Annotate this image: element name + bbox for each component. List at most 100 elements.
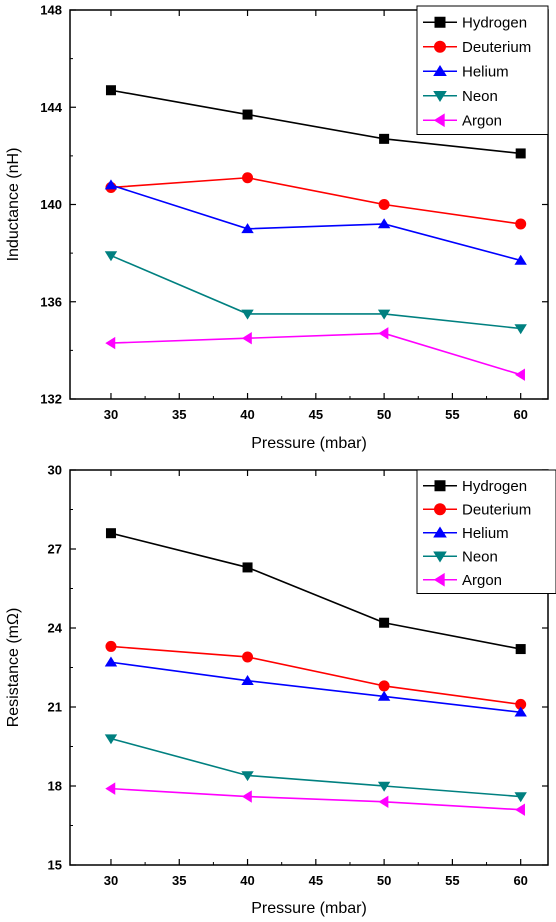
data-point <box>241 332 252 345</box>
y-tick-label: 18 <box>48 779 62 794</box>
series-line <box>110 332 521 376</box>
data-point <box>241 309 254 320</box>
series-helium <box>104 179 527 265</box>
data-point <box>515 644 526 655</box>
y-axis-title: Inductance (nH) <box>5 148 22 262</box>
legend-marker <box>433 526 447 538</box>
legend-marker <box>434 16 446 28</box>
data-point <box>241 771 254 782</box>
series-hydrogen <box>105 528 526 655</box>
series-line <box>110 89 521 155</box>
data-point <box>515 698 527 710</box>
x-tick-label: 45 <box>309 873 323 888</box>
data-point <box>104 656 118 667</box>
series-argon <box>105 327 525 381</box>
data-point <box>378 199 390 210</box>
inductance-chart: 30 35 40 45 50 55 60 132 136 140 144 148 Pressure (m… <box>5 3 549 452</box>
legend-marker <box>434 503 446 516</box>
series-line <box>110 176 521 225</box>
series-line <box>110 645 521 706</box>
y-tick-label: 15 <box>48 858 62 873</box>
x-tick-label: 55 <box>445 407 459 422</box>
y-tick-label: 30 <box>48 463 62 478</box>
data-point <box>379 133 390 144</box>
y-tick-label: 136 <box>40 294 62 309</box>
data-point <box>514 803 525 816</box>
series-line <box>110 184 521 262</box>
x-tick-label: 30 <box>104 873 118 888</box>
y-tick-label: 144 <box>40 100 62 115</box>
legend-label: Helium <box>462 525 509 542</box>
resistance-chart: 30 35 40 45 50 55 60 15 18 21 24 27 30 Pressure (mbar… <box>5 463 556 917</box>
data-point <box>515 148 526 159</box>
series-neon <box>104 251 527 335</box>
data-point <box>377 690 391 701</box>
legend: Hydrogen Deuterium Helium Neon Argon <box>416 469 556 594</box>
data-point <box>378 327 389 340</box>
series-argon <box>105 782 525 816</box>
x-tick-label: 55 <box>445 873 459 888</box>
x-tick-label: 40 <box>240 407 254 422</box>
y-tick-label: 21 <box>48 700 62 715</box>
data-point <box>242 172 254 184</box>
data-point <box>242 109 253 120</box>
data-point <box>241 223 254 234</box>
x-tick-label: 60 <box>513 873 527 888</box>
series-line <box>110 737 521 798</box>
series-hydrogen <box>105 85 526 159</box>
legend-label: Argon <box>462 572 502 589</box>
legend-label: Neon <box>462 88 498 105</box>
x-tick-label: 40 <box>240 873 254 888</box>
data-point <box>105 336 116 350</box>
series-line <box>110 787 521 811</box>
legend-marker <box>434 40 446 53</box>
data-point <box>377 309 391 320</box>
data-point <box>104 734 118 745</box>
data-point <box>242 562 253 573</box>
data-point <box>514 254 527 265</box>
legend: Hydrogen Deuterium Helium Neon Argon <box>416 5 549 135</box>
data-point <box>105 640 117 652</box>
data-point <box>379 617 390 628</box>
series-deuterium <box>105 172 527 230</box>
data-point <box>515 218 527 230</box>
x-tick-label: 45 <box>309 407 323 422</box>
data-point <box>242 651 254 663</box>
x-tick-label: 35 <box>172 873 186 888</box>
legend-marker <box>433 113 445 128</box>
data-point <box>105 85 116 96</box>
y-tick-label: 140 <box>40 197 62 212</box>
data-point <box>105 528 116 539</box>
series-line <box>110 661 521 714</box>
x-tick-label: 30 <box>104 407 118 422</box>
series-neon <box>104 734 527 803</box>
legend-marker <box>434 480 446 492</box>
legend-marker <box>433 64 447 76</box>
legend-label: Deuterium <box>462 501 531 518</box>
legend-label: Helium <box>462 63 509 80</box>
x-tick-label: 35 <box>172 407 186 422</box>
legend-label: Neon <box>462 548 498 565</box>
data-point <box>378 680 390 692</box>
legend-label: Hydrogen <box>462 478 527 495</box>
data-point <box>105 782 116 795</box>
data-point <box>377 781 391 792</box>
data-point <box>514 368 525 381</box>
series-line <box>110 532 521 650</box>
y-tick-label: 148 <box>40 3 62 18</box>
series-helium <box>104 656 527 717</box>
data-point <box>241 790 252 803</box>
legend-label: Deuterium <box>462 39 531 56</box>
data-point <box>514 324 527 335</box>
x-tick-label: 50 <box>377 407 391 422</box>
legend-marker <box>433 572 445 587</box>
y-axis-title: Resistance (mΩ) <box>5 608 22 728</box>
legend-marker <box>433 551 447 563</box>
legend-label: Argon <box>462 112 502 129</box>
data-point <box>514 706 527 717</box>
y-tick-label: 24 <box>48 621 63 636</box>
series-line <box>110 254 521 330</box>
x-tick-label: 50 <box>377 873 391 888</box>
data-point <box>378 795 389 808</box>
